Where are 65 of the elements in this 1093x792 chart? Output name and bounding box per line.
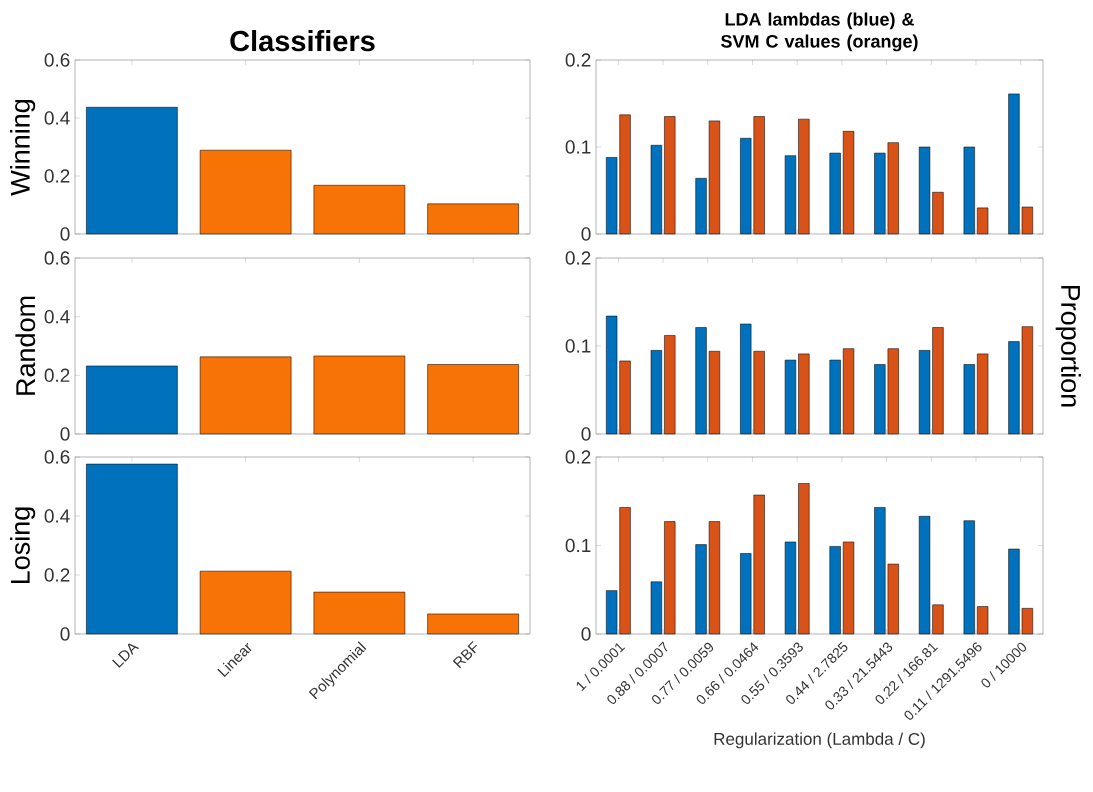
x-axis-title: Regularization (Lambda / C) <box>714 732 925 749</box>
y-tick-label: 0.2 <box>44 568 70 582</box>
y-tick-label: 0.4 <box>44 309 70 324</box>
bar <box>977 207 989 235</box>
chart-title: LDA lambdas (blue) & SVM C values (orange) <box>721 12 918 52</box>
y-axis-title: Winning <box>10 99 36 196</box>
bar <box>199 570 292 635</box>
bar <box>829 546 841 635</box>
bar <box>963 146 975 235</box>
y-tick-label: 0 <box>60 227 70 241</box>
y-tick-label: 0.4 <box>44 111 70 125</box>
bar <box>664 335 676 435</box>
bar <box>842 131 855 235</box>
bar <box>977 606 989 635</box>
bar <box>664 116 676 235</box>
bar <box>313 355 406 435</box>
bar <box>86 107 178 235</box>
bar <box>963 364 975 435</box>
bar <box>427 613 519 635</box>
y-tick-label: 0.6 <box>44 251 70 265</box>
bar <box>86 365 178 435</box>
bar <box>829 152 841 235</box>
bar <box>842 348 855 435</box>
bar <box>784 541 797 635</box>
bar <box>427 203 519 235</box>
y-tick-label: 0.2 <box>565 53 591 67</box>
bar <box>798 118 810 235</box>
bar <box>199 356 292 435</box>
bar <box>86 463 178 635</box>
y-tick-label: 0.2 <box>44 368 70 383</box>
bar <box>842 541 855 635</box>
bar <box>650 144 662 235</box>
y-axis-title: Losing <box>10 507 36 584</box>
bar <box>798 483 810 635</box>
y-tick-label: 0.1 <box>565 339 591 353</box>
y-tick-label: 0.1 <box>565 538 591 553</box>
y-tick-label: 0 <box>60 627 70 641</box>
y-tick-label: 0.2 <box>565 450 591 464</box>
y-tick-label: 0 <box>60 427 70 441</box>
x-tick-label: LDA <box>112 643 140 668</box>
bar <box>798 353 810 435</box>
bar <box>199 149 292 235</box>
bar <box>784 359 797 435</box>
bar <box>650 581 662 635</box>
y-tick-label: 0.1 <box>565 140 591 154</box>
y-axis-title: Proportion <box>1055 285 1081 407</box>
y-tick-label: 0 <box>581 627 591 641</box>
bar <box>313 185 406 235</box>
bar <box>650 350 662 435</box>
y-tick-label: 0.4 <box>44 509 70 523</box>
y-tick-label: 0 <box>581 227 591 241</box>
bar <box>427 364 519 435</box>
y-axis-title: Random <box>15 296 36 395</box>
bar <box>963 520 975 635</box>
y-tick-label: 0.6 <box>44 53 70 67</box>
bar <box>829 359 841 435</box>
bar <box>784 155 797 235</box>
y-tick-label: 0.2 <box>565 251 591 265</box>
bar <box>664 521 676 635</box>
chart-title: Classifiers <box>230 30 375 52</box>
y-tick-label: 0 <box>581 427 591 441</box>
bar <box>313 591 406 635</box>
y-tick-label: 0.2 <box>44 169 70 183</box>
y-tick-label: 0.6 <box>44 450 70 464</box>
bar <box>977 353 989 435</box>
